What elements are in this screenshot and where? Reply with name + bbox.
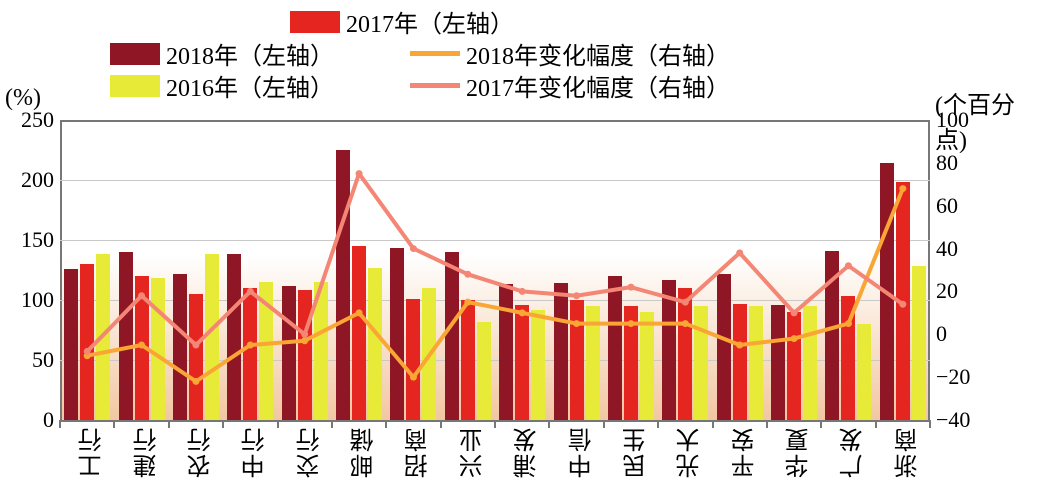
- legend-label: 2018年（左轴）: [166, 36, 334, 71]
- legend-label: 2018年变化幅度（右轴）: [466, 36, 730, 71]
- x-category-label: 中行: [238, 426, 273, 478]
- legend-line-swatch: [410, 83, 460, 88]
- y-left-tick: 0: [43, 407, 54, 433]
- x-category-label: 招商: [401, 426, 436, 478]
- y-left-tick: 50: [32, 347, 54, 373]
- legend-line-swatch: [410, 51, 460, 56]
- legend-label: 2017年（左轴）: [346, 4, 514, 39]
- y-left-tick: 150: [21, 227, 54, 253]
- y-right-tick: 60: [936, 193, 958, 219]
- legend-label: 2016年（左轴）: [166, 68, 334, 103]
- x-category-label: 中信: [565, 426, 600, 478]
- y-right-tick: 0: [936, 321, 947, 347]
- legend-item: 2016年（左轴）: [110, 68, 334, 103]
- x-category-label: 光大: [673, 426, 708, 478]
- chart-container: 2017年（左轴） 2018年（左轴） 2018年变化幅度（右轴） 2016年（左轴）…: [0, 0, 1043, 502]
- x-category-label: 民生: [619, 426, 654, 478]
- y-left-tick: 100: [21, 287, 54, 313]
- legend-item: 2017年变化幅度（右轴）: [410, 68, 730, 103]
- x-axis-labels: 工行建行农行中行交行邮储招商兴业浦发中信民生光大平安华夏广发浙商: [60, 426, 930, 496]
- legend-bar-swatch: [290, 11, 340, 33]
- x-ticks-layer: [60, 120, 930, 420]
- y-right-tick: 20: [936, 278, 958, 304]
- x-category-label: 建行: [130, 426, 165, 478]
- y-right-tick: 40: [936, 236, 958, 262]
- x-category-label: 交行: [293, 426, 328, 478]
- x-category-label: 广发: [836, 426, 871, 478]
- x-category-label: 兴业: [456, 426, 491, 478]
- y-right-tick: 100: [936, 107, 969, 133]
- legend-item: 2017年（左轴）: [290, 4, 514, 39]
- y-left-tick: 250: [21, 107, 54, 133]
- chart-legend: 2017年（左轴） 2018年（左轴） 2018年变化幅度（右轴） 2016年（左轴）…: [0, 0, 1043, 110]
- x-category-label: 浦发: [510, 426, 545, 478]
- y-axis-right-ticks: −40−20020406080100: [936, 120, 1016, 420]
- x-category-label: 农行: [184, 426, 219, 478]
- x-category-label: 工行: [75, 426, 110, 478]
- x-category-label: 浙商: [891, 426, 926, 478]
- plot-area: [60, 120, 930, 420]
- legend-label: 2017年变化幅度（右轴）: [466, 68, 730, 103]
- y-right-tick: −20: [936, 364, 970, 390]
- x-category-label: 平安: [728, 426, 763, 478]
- y-left-tick: 200: [21, 167, 54, 193]
- legend-item: 2018年（左轴）: [110, 36, 334, 71]
- y-right-tick: 80: [936, 150, 958, 176]
- y-right-tick: −40: [936, 407, 970, 433]
- x-category-label: 邮储: [347, 426, 382, 478]
- legend-bar-swatch: [110, 75, 160, 97]
- legend-item: 2018年变化幅度（右轴）: [410, 36, 730, 71]
- y-axis-left-ticks: 050100150200250: [0, 120, 54, 420]
- legend-bar-swatch: [110, 43, 160, 65]
- x-category-label: 华夏: [782, 426, 817, 478]
